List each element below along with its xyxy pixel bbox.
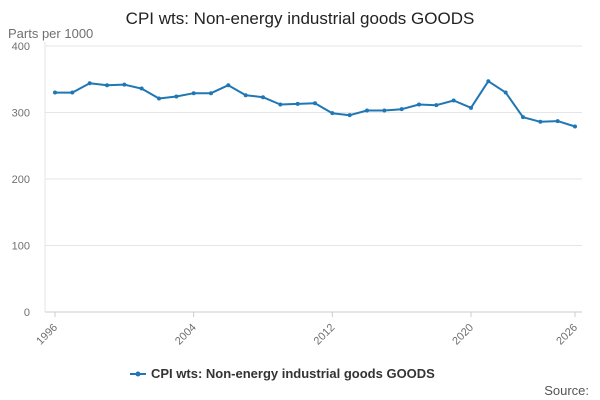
data-point-2020	[469, 105, 473, 110]
data-point-2014	[365, 108, 369, 113]
x-tick-labels: 1996 2004 2012 2020 2026	[34, 322, 580, 348]
data-point-1998	[87, 81, 92, 86]
data-point-2021	[486, 79, 491, 84]
grid-layer	[44, 42, 582, 317]
y-tick-label-400: 400	[12, 41, 30, 53]
data-point-1997	[70, 90, 75, 95]
data-point-2019	[451, 98, 456, 103]
data-point-2003	[174, 94, 179, 99]
x-tick-label-1996: 1996	[34, 322, 60, 348]
data-point-2024	[538, 119, 543, 124]
data-point-2004	[191, 91, 196, 96]
x-tick-label-2012: 2012	[312, 322, 338, 348]
legend-label: CPI wts: Non-energy industrial goods GOO…	[151, 366, 435, 381]
data-point-2016	[399, 107, 404, 112]
data-point-1999	[105, 83, 109, 88]
data-point-2013	[347, 113, 352, 118]
data-point-2005	[209, 91, 213, 96]
data-point-2009	[278, 102, 283, 107]
data-point-2001	[139, 86, 144, 91]
data-point-2002	[157, 96, 161, 101]
data-point-2017	[417, 102, 421, 107]
source-label: Source:	[544, 383, 589, 398]
legend: CPI wts: Non-energy industrial goods GOO…	[130, 366, 435, 381]
y-tick-label-300: 300	[12, 108, 30, 120]
data-point-2011	[313, 101, 317, 106]
data-point-2018	[434, 103, 439, 108]
series-layer	[53, 79, 577, 129]
data-point-2012	[330, 111, 335, 116]
data-point-2000	[122, 82, 127, 87]
y-tick-label-100: 100	[12, 241, 30, 253]
x-tick-label-2004: 2004	[173, 322, 199, 348]
data-point-2023	[521, 115, 525, 120]
y-tick-labels: 0 100 200 300 400	[12, 41, 30, 319]
data-point-2026	[573, 124, 577, 129]
y-tick-label-0: 0	[24, 307, 30, 319]
x-tick-label-2020: 2020	[450, 322, 476, 348]
legend-swatch-dot	[135, 371, 141, 377]
data-point-2010	[295, 101, 300, 106]
x-tick-label-2026: 2026	[554, 322, 580, 348]
data-point-2008	[261, 95, 265, 100]
data-point-2007	[243, 93, 248, 98]
chart-title: CPI wts: Non-energy industrial goods GOO…	[126, 9, 475, 28]
y-axis-label: Parts per 1000	[8, 26, 93, 41]
y-tick-label-200: 200	[12, 174, 30, 186]
data-point-2006	[226, 83, 231, 88]
data-point-2025	[555, 119, 560, 124]
data-point-2015	[382, 108, 387, 113]
data-point-1996	[53, 90, 57, 95]
data-point-2022	[503, 90, 508, 95]
